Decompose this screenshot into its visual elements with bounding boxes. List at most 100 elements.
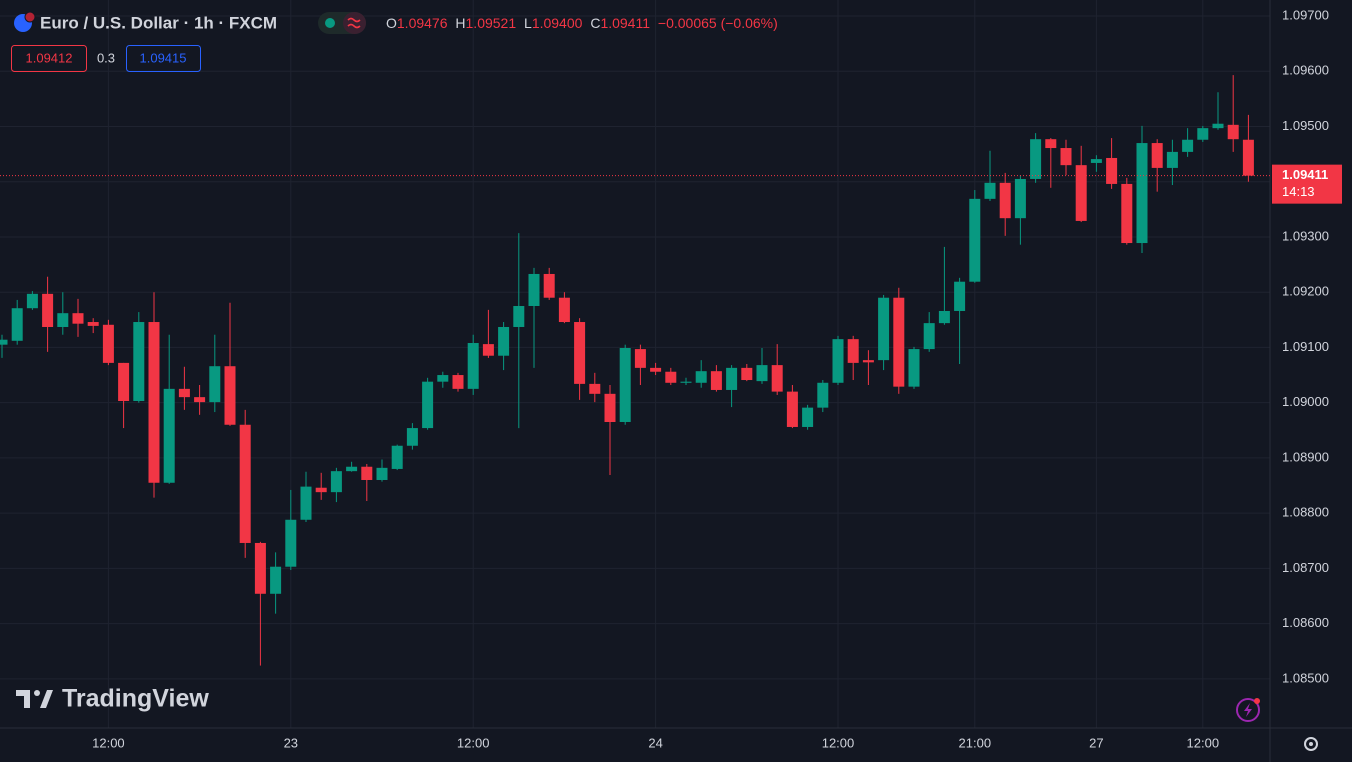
x-tick-label: 12:00 xyxy=(822,735,855,750)
candle-body xyxy=(270,566,282,594)
candle-body xyxy=(1090,159,1102,163)
candle-body xyxy=(498,326,510,356)
candle-body xyxy=(726,367,738,390)
candle-body xyxy=(969,198,981,282)
watermark-logo xyxy=(16,690,53,708)
candle-body xyxy=(832,339,844,383)
candle-body xyxy=(802,407,814,427)
candle-body xyxy=(634,349,646,368)
alert-icon[interactable] xyxy=(1236,698,1260,722)
delay-icon xyxy=(347,17,361,29)
y-tick-label: 1.08900 xyxy=(1282,449,1329,464)
candle-body xyxy=(11,308,23,341)
candle-body xyxy=(1121,183,1133,244)
candle-body xyxy=(1060,148,1072,166)
y-tick-label: 1.08600 xyxy=(1282,615,1329,630)
symbol-icon-flag xyxy=(24,11,36,23)
candle-body xyxy=(194,397,206,403)
y-tick-label: 1.09000 xyxy=(1282,394,1329,409)
y-tick-label: 1.09700 xyxy=(1282,7,1329,22)
candle-body xyxy=(817,382,829,408)
candle-body xyxy=(437,375,449,382)
x-tick-label: 24 xyxy=(648,735,662,750)
candle-body xyxy=(984,182,996,199)
candle-body xyxy=(422,381,434,429)
candle-body xyxy=(938,310,950,324)
candle-body xyxy=(741,367,753,381)
candle-body xyxy=(543,273,555,298)
candle-body xyxy=(1045,139,1057,149)
candle-body xyxy=(1106,157,1118,184)
spread: 0.3 xyxy=(97,50,115,65)
candle-body xyxy=(1227,124,1239,140)
candle-body xyxy=(756,365,768,382)
ohlc-key: H xyxy=(455,15,465,31)
grid xyxy=(0,0,1270,728)
candle-body xyxy=(862,360,874,363)
ohlc-key: C xyxy=(590,15,600,31)
candle-body xyxy=(0,339,8,345)
candle-body xyxy=(406,428,418,446)
y-tick-label: 1.08800 xyxy=(1282,505,1329,520)
candle-body xyxy=(893,297,905,387)
candle-body xyxy=(619,347,631,422)
candle-body xyxy=(330,471,342,493)
ohlc-legend: O1.09476 H1.09521 L1.09400 C1.09411 −0.0… xyxy=(386,15,778,31)
symbol-title[interactable]: Euro / U.S. Dollar · 1h · FXCM xyxy=(40,13,277,32)
ohlc-value: 1.09476 xyxy=(397,15,448,31)
axes: 1.08500 1.08600 1.08700 1.08800 1.08900 1.090… xyxy=(92,7,1329,750)
y-tick-label: 1.09200 xyxy=(1282,284,1329,299)
countdown: 14:13 xyxy=(1282,184,1315,199)
candle-body xyxy=(209,366,221,403)
candle-body xyxy=(1182,139,1194,152)
last-price-label: 1.09411 xyxy=(1282,167,1328,182)
settings-icon[interactable] xyxy=(1304,737,1318,751)
candle-body xyxy=(102,324,114,363)
candle-body xyxy=(239,424,251,543)
candle-body xyxy=(224,366,236,425)
candle-body xyxy=(467,343,479,389)
ohlc-key: O xyxy=(386,15,397,31)
y-tick-label: 1.08700 xyxy=(1282,560,1329,575)
ohlc-value: 1.09400 xyxy=(532,15,583,31)
candle-body xyxy=(178,388,190,398)
y-tick-label: 1.09100 xyxy=(1282,339,1329,354)
candle-body xyxy=(1030,139,1042,179)
y-tick-label: 1.09600 xyxy=(1282,63,1329,78)
candle-body xyxy=(72,313,84,324)
candle-body xyxy=(118,362,130,402)
candles xyxy=(0,75,1254,666)
candle-body xyxy=(42,293,54,327)
candle-body xyxy=(665,371,677,383)
y-tick-label: 1.08500 xyxy=(1282,670,1329,685)
candle-body xyxy=(513,306,525,327)
y-tick-label: 1.09500 xyxy=(1282,118,1329,133)
y-tick-label: 1.09300 xyxy=(1282,228,1329,243)
buy-button[interactable] xyxy=(126,45,201,72)
last-price-box xyxy=(1272,164,1342,204)
x-tick-label: 27 xyxy=(1089,735,1103,750)
candle-body xyxy=(482,344,494,356)
candle-body xyxy=(908,349,920,387)
candle-body xyxy=(300,486,312,520)
candle-body xyxy=(285,519,297,567)
candle-body xyxy=(1242,139,1254,176)
candle-body xyxy=(1212,123,1224,129)
market-open-dot xyxy=(325,18,335,28)
candle-body xyxy=(87,322,99,326)
candle-body xyxy=(574,322,586,384)
candle-body xyxy=(878,297,890,361)
candle-body xyxy=(771,365,783,392)
ohlc-value: 1.09411 xyxy=(600,15,650,31)
x-tick-label: 21:00 xyxy=(959,735,992,750)
candle-body xyxy=(710,371,722,390)
candle-body xyxy=(528,273,540,307)
watermark: TradingView xyxy=(62,685,209,713)
ask-price: 1.09415 xyxy=(140,50,187,65)
candle-body xyxy=(315,487,327,493)
candle-body xyxy=(558,297,570,323)
sell-button[interactable] xyxy=(11,45,87,72)
candle-body xyxy=(847,339,859,363)
